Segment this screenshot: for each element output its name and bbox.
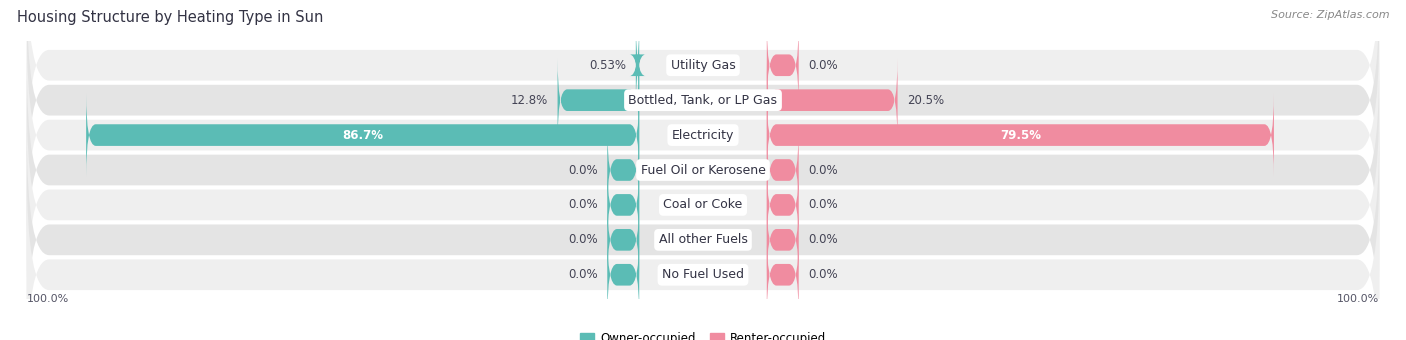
- FancyBboxPatch shape: [27, 0, 1379, 207]
- FancyBboxPatch shape: [27, 63, 1379, 277]
- FancyBboxPatch shape: [27, 28, 1379, 242]
- Text: 86.7%: 86.7%: [342, 129, 384, 141]
- FancyBboxPatch shape: [558, 58, 640, 142]
- FancyBboxPatch shape: [766, 233, 799, 316]
- Text: Utility Gas: Utility Gas: [671, 59, 735, 72]
- Text: 100.0%: 100.0%: [1337, 293, 1379, 304]
- Text: Electricity: Electricity: [672, 129, 734, 141]
- FancyBboxPatch shape: [27, 0, 1379, 172]
- Legend: Owner-occupied, Renter-occupied: Owner-occupied, Renter-occupied: [575, 328, 831, 340]
- FancyBboxPatch shape: [766, 129, 799, 211]
- Text: 79.5%: 79.5%: [1000, 129, 1040, 141]
- FancyBboxPatch shape: [27, 168, 1379, 340]
- Text: 0.0%: 0.0%: [808, 268, 838, 281]
- FancyBboxPatch shape: [630, 24, 645, 107]
- Text: 0.0%: 0.0%: [808, 59, 838, 72]
- Text: All other Fuels: All other Fuels: [658, 233, 748, 246]
- FancyBboxPatch shape: [766, 198, 799, 282]
- Text: 12.8%: 12.8%: [510, 94, 548, 107]
- FancyBboxPatch shape: [607, 198, 640, 282]
- Text: Bottled, Tank, or LP Gas: Bottled, Tank, or LP Gas: [628, 94, 778, 107]
- Text: No Fuel Used: No Fuel Used: [662, 268, 744, 281]
- Text: Source: ZipAtlas.com: Source: ZipAtlas.com: [1271, 10, 1389, 20]
- Text: 0.0%: 0.0%: [568, 164, 598, 176]
- FancyBboxPatch shape: [766, 58, 897, 142]
- FancyBboxPatch shape: [607, 129, 640, 211]
- Text: Coal or Coke: Coal or Coke: [664, 199, 742, 211]
- Text: 0.0%: 0.0%: [808, 164, 838, 176]
- FancyBboxPatch shape: [27, 98, 1379, 312]
- Text: 0.0%: 0.0%: [808, 233, 838, 246]
- FancyBboxPatch shape: [766, 94, 1274, 177]
- FancyBboxPatch shape: [766, 163, 799, 246]
- FancyBboxPatch shape: [86, 94, 640, 177]
- FancyBboxPatch shape: [766, 24, 799, 107]
- FancyBboxPatch shape: [607, 163, 640, 246]
- Text: 0.53%: 0.53%: [589, 59, 626, 72]
- Text: Fuel Oil or Kerosene: Fuel Oil or Kerosene: [641, 164, 765, 176]
- Text: 0.0%: 0.0%: [808, 199, 838, 211]
- FancyBboxPatch shape: [27, 133, 1379, 340]
- Text: Housing Structure by Heating Type in Sun: Housing Structure by Heating Type in Sun: [17, 10, 323, 25]
- FancyBboxPatch shape: [607, 233, 640, 316]
- Text: 0.0%: 0.0%: [568, 268, 598, 281]
- Text: 20.5%: 20.5%: [907, 94, 945, 107]
- Text: 0.0%: 0.0%: [568, 233, 598, 246]
- Text: 0.0%: 0.0%: [568, 199, 598, 211]
- Text: 100.0%: 100.0%: [27, 293, 69, 304]
